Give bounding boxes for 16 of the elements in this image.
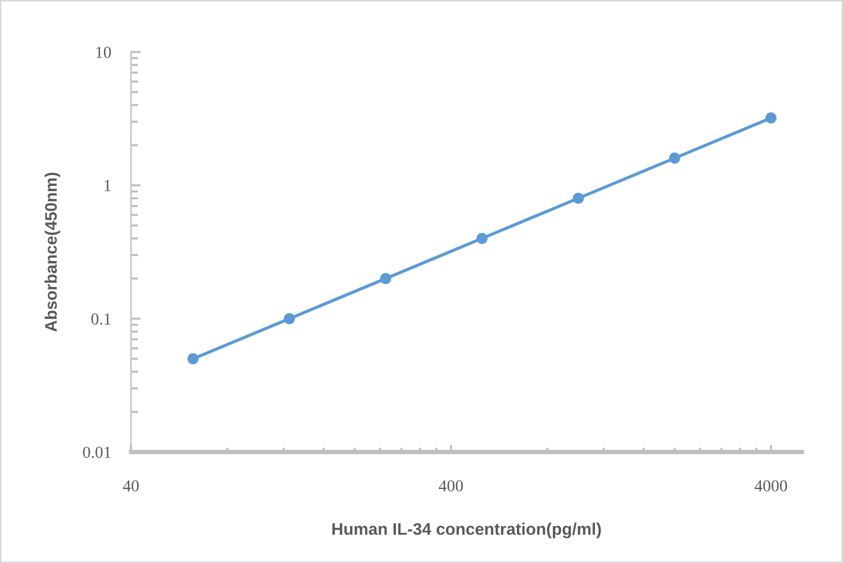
point	[669, 152, 680, 164]
point	[572, 192, 584, 204]
x-axis-title: Human IL-34 concentration(pg/ml)	[332, 522, 601, 538]
point	[476, 232, 488, 244]
point	[187, 353, 199, 364]
x-tick-label: 40	[122, 480, 139, 492]
y-tick-label: 10	[96, 46, 111, 58]
x-tick-label: 4000	[754, 480, 788, 492]
point	[380, 272, 392, 284]
y-tick-label: 0.1	[91, 313, 111, 325]
point	[284, 313, 295, 324]
point	[765, 112, 777, 124]
x-tick-label: 400	[438, 480, 463, 492]
y-axis-title: Absorbance(450nm)	[44, 172, 60, 332]
y-tick-label: 0.01	[83, 446, 111, 458]
y-tick-label: 1	[104, 180, 111, 192]
